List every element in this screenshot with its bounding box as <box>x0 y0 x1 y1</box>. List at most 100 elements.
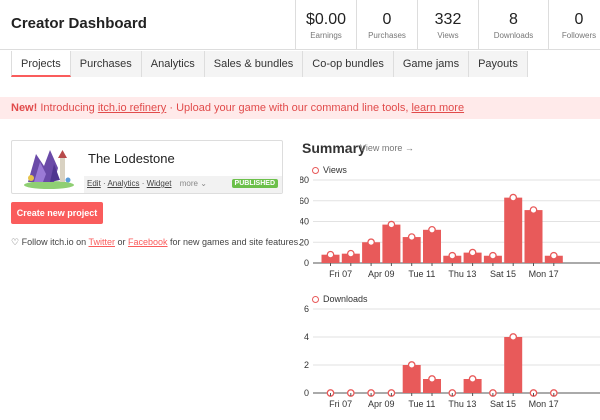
chart-point[interactable] <box>509 193 518 202</box>
follow-text: for new games and site features. <box>167 237 301 247</box>
chart-bar[interactable] <box>524 210 543 263</box>
y-tick-label: 0 <box>304 388 309 398</box>
chart-point[interactable] <box>448 251 457 260</box>
y-tick-label: 2 <box>304 360 309 370</box>
x-tick-label: Thu 13 <box>448 399 476 409</box>
summary-title: Summary <box>302 140 366 156</box>
chart-point[interactable] <box>428 375 436 383</box>
stat-purchases[interactable]: 0 Purchases <box>356 0 417 50</box>
follow-text: or <box>114 237 128 247</box>
refinery-link[interactable]: itch.io refinery <box>97 102 167 114</box>
status-badge: PUBLISHED <box>231 179 278 188</box>
project-actions: Edit · Analytics · Widget more ⌄ PUBLISH… <box>84 176 282 193</box>
view-more-link[interactable]: View more → <box>360 143 414 153</box>
chart-point[interactable] <box>387 220 396 229</box>
project-thumbnail[interactable] <box>16 144 82 190</box>
stat-label: Earnings <box>310 31 342 40</box>
stat-followers[interactable]: 0 Followers <box>548 0 600 50</box>
tab-projects[interactable]: Projects <box>11 51 71 77</box>
tab-sales-bundles[interactable]: Sales & bundles <box>204 51 304 77</box>
tab-payouts[interactable]: Payouts <box>469 51 528 77</box>
views-legend: Views <box>312 165 347 175</box>
banner-text: · Upload your game with our command line… <box>166 102 412 114</box>
dashboard-tabs: Projects Purchases Analytics Sales & bun… <box>11 51 528 77</box>
chart-point[interactable] <box>489 251 497 260</box>
analytics-link[interactable]: Analytics <box>107 179 140 188</box>
tab-purchases[interactable]: Purchases <box>70 51 142 77</box>
legend-label: Downloads <box>323 294 368 304</box>
downloads-chart: 0 2 4 6 Fri 07 Apr 09 Tue 11 Thu 13 Sat 15 Mon 17 <box>304 304 600 409</box>
facebook-link[interactable]: Facebook <box>128 237 168 247</box>
stat-label: Purchases <box>368 31 406 40</box>
tab-game-jams[interactable]: Game jams <box>393 51 470 77</box>
chart-point[interactable] <box>367 238 375 247</box>
legend-label: Views <box>323 165 347 175</box>
chart-point[interactable] <box>549 251 558 260</box>
x-tick-label: Mon 17 <box>529 269 559 279</box>
stat-label: Downloads <box>493 31 534 40</box>
more-label: more <box>179 179 198 188</box>
chart-point[interactable] <box>529 206 538 214</box>
page-title: Creator Dashboard <box>11 15 147 32</box>
chart-point[interactable] <box>407 361 416 369</box>
chart-bar[interactable] <box>341 253 360 263</box>
legend-dot-icon <box>312 167 319 174</box>
create-project-button[interactable]: Create new project <box>11 202 103 224</box>
y-tick-label: 60 <box>300 196 309 206</box>
x-tick-label: Fri 07 <box>329 399 352 409</box>
stats-bar: $0.00 Earnings 0 Purchases 332 Views 8 D… <box>295 0 600 50</box>
chart-point[interactable] <box>509 333 518 341</box>
chart-bar[interactable] <box>463 252 482 263</box>
x-tick-label: Apr 09 <box>368 269 395 279</box>
chart-bar[interactable] <box>504 337 523 393</box>
banner-new-label: New! <box>11 102 38 114</box>
widget-link[interactable]: Widget <box>146 179 172 188</box>
y-tick-label: 20 <box>300 237 309 247</box>
stat-value: 332 <box>434 11 462 28</box>
x-tick-label: Fri 07 <box>329 269 352 279</box>
y-tick-label: 80 <box>300 176 309 185</box>
project-card: The Lodestone Edit · Analytics · Widget … <box>11 140 283 194</box>
chart-bar[interactable] <box>402 365 421 393</box>
chart-bar[interactable] <box>402 237 421 263</box>
chart-bar[interactable] <box>423 379 441 393</box>
header: Creator Dashboard $0.00 Earnings 0 Purch… <box>0 0 600 50</box>
chart-point[interactable] <box>468 375 477 383</box>
edit-link[interactable]: Edit <box>87 179 101 188</box>
stat-downloads[interactable]: 8 Downloads <box>478 0 548 50</box>
stat-value: 0 <box>382 11 392 28</box>
chart-point[interactable] <box>346 249 355 258</box>
chart-bar[interactable] <box>463 379 482 393</box>
y-tick-label: 4 <box>304 332 309 342</box>
stat-earnings[interactable]: $0.00 Earnings <box>295 0 356 50</box>
announcement-banner: New! Introducing itch.io refinery · Uplo… <box>0 97 600 119</box>
stat-views[interactable]: 332 Views <box>417 0 478 50</box>
follow-text: Follow itch.io on <box>21 237 89 247</box>
chart-bar[interactable] <box>362 242 381 263</box>
twitter-link[interactable]: Twitter <box>88 237 115 247</box>
x-tick-label: Sat 15 <box>490 269 516 279</box>
stat-value: 0 <box>574 11 584 28</box>
chart-bar[interactable] <box>321 254 340 263</box>
project-links: Edit · Analytics · Widget more ⌄ <box>87 179 207 188</box>
chart-point[interactable] <box>428 225 436 234</box>
downloads-legend: Downloads <box>312 294 368 304</box>
project-title[interactable]: The Lodestone <box>88 151 175 166</box>
tab-analytics[interactable]: Analytics <box>141 51 205 77</box>
chevron-down-icon: ⌄ <box>200 179 207 188</box>
tab-coop-bundles[interactable]: Co-op bundles <box>303 51 394 77</box>
views-chart: 0 20 40 60 80 Fri 07 Apr 09 Tue 11 Thu 13 Sat 15 M… <box>300 176 600 279</box>
chart-point[interactable] <box>468 248 477 257</box>
chart-point[interactable] <box>326 250 335 259</box>
x-tick-label: Mon 17 <box>529 399 559 409</box>
chart-bar[interactable] <box>423 229 441 263</box>
chart-bar[interactable] <box>382 224 401 263</box>
heart-icon: ♡ <box>11 237 20 247</box>
stat-label: Followers <box>561 31 597 40</box>
chart-bar[interactable] <box>504 197 523 263</box>
legend-dot-icon <box>312 296 319 303</box>
chart-point[interactable] <box>407 233 416 241</box>
learn-more-link[interactable]: learn more <box>411 102 465 114</box>
more-dropdown[interactable]: more ⌄ <box>180 179 207 188</box>
y-tick-label: 6 <box>304 304 309 314</box>
